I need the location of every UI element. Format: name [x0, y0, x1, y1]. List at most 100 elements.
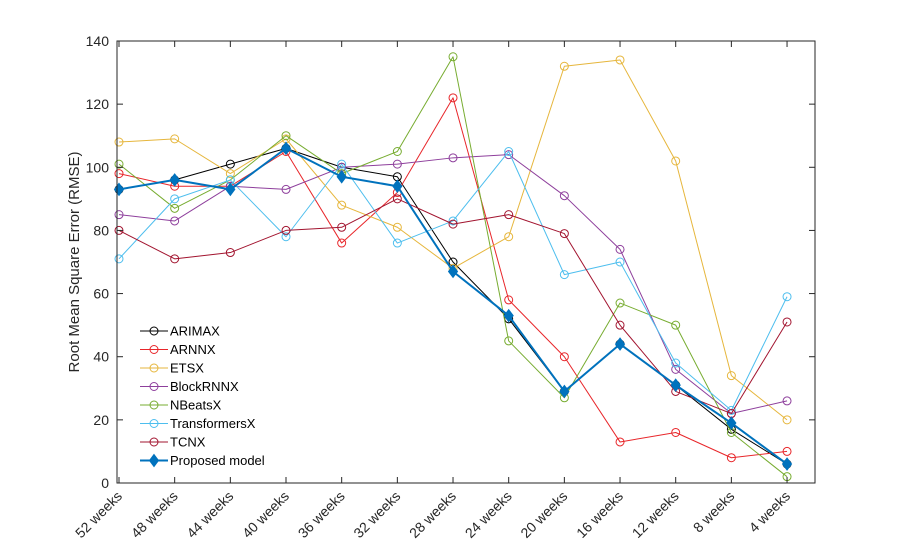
x-tick-label: 4 weeks	[746, 488, 794, 536]
data-point-nbeatsx	[504, 336, 514, 346]
data-point-proposed-model	[781, 457, 793, 471]
legend: ARIMAX ARNNX ETSX BlockRNNX NBeatsX Transform…	[140, 324, 265, 468]
data-point-proposed-model	[336, 169, 347, 184]
x-tick-label: 48 weeks	[128, 488, 181, 541]
data-point-transformersx	[782, 292, 792, 302]
data-point-proposed-model	[670, 378, 681, 392]
data-point-arnnx	[782, 446, 792, 456]
data-point-tcnx	[559, 229, 569, 239]
y-axis-label: Root Mean Square Error (RMSE)	[66, 152, 83, 373]
data-point-nbeatsx	[448, 52, 458, 62]
data-point-etsx	[225, 169, 235, 179]
y-tick-label: 20	[93, 412, 109, 428]
data-point-etsx	[671, 156, 681, 166]
legend-marker	[149, 345, 159, 354]
legend-item-arimax: ARIMAX	[140, 324, 220, 339]
data-point-proposed-model	[169, 173, 180, 187]
data-point-proposed-model	[280, 141, 292, 156]
data-point-blockrnnx	[615, 244, 625, 254]
x-tick-label: 24 weeks	[462, 488, 515, 541]
legend-marker	[149, 326, 159, 336]
legend-marker	[148, 453, 160, 468]
legend-item-blockrnnx: BlockRNNX	[140, 379, 239, 394]
legend-item-arnnx: ARNNX	[140, 342, 216, 357]
data-point-tcnx	[615, 320, 625, 330]
data-point-proposed-model	[559, 384, 570, 399]
data-point-tcnx	[504, 210, 514, 220]
data-point-etsx	[726, 371, 736, 381]
data-point-etsx	[392, 222, 402, 232]
data-point-arnnx	[448, 93, 458, 103]
data-point-etsx	[504, 232, 514, 242]
legend-item-nbeatsx: NBeatsX	[140, 398, 222, 413]
data-point-transformersx	[504, 147, 514, 156]
data-point-transformersx	[170, 194, 180, 204]
data-point-nbeatsx	[114, 159, 124, 169]
series-group	[113, 52, 793, 482]
data-point-proposed-model	[225, 182, 236, 197]
legend-item-proposed-model: Proposed model	[140, 453, 265, 468]
data-point-arnnx	[615, 437, 625, 447]
legend-marker	[149, 382, 159, 391]
data-point-blockrnnx	[392, 159, 402, 169]
data-point-arnnx	[114, 169, 124, 179]
data-point-nbeatsx	[392, 147, 402, 156]
data-point-transformersx	[671, 358, 681, 368]
data-point-etsx	[114, 137, 124, 147]
data-point-tcnx	[782, 317, 792, 327]
data-point-etsx	[615, 55, 625, 65]
x-tick-label: 28 weeks	[406, 488, 459, 541]
y-tick-label: 120	[86, 96, 110, 112]
data-point-etsx	[337, 200, 347, 210]
data-point-etsx	[782, 415, 792, 425]
legend-label: NBeatsX	[170, 398, 222, 413]
data-point-transformersx	[392, 238, 402, 248]
data-point-proposed-model	[726, 416, 737, 430]
legend-marker	[149, 419, 159, 428]
data-point-tcnx	[337, 222, 347, 232]
legend-label: Proposed model	[170, 453, 265, 468]
data-point-blockrnnx	[782, 396, 792, 406]
y-tick-label: 80	[93, 222, 109, 238]
data-point-blockrnnx	[671, 364, 681, 374]
data-point-blockrnnx	[504, 150, 514, 160]
data-point-transformersx	[448, 216, 458, 226]
legend-marker	[149, 400, 159, 410]
data-point-arnnx	[559, 352, 569, 362]
plot-area	[117, 41, 815, 483]
legend-marker	[149, 363, 159, 373]
legend-item-tcnx: TCNX	[140, 435, 206, 450]
data-point-tcnx	[281, 225, 291, 235]
x-tick-label: 40 weeks	[239, 488, 292, 541]
legend-label: TransformersX	[170, 416, 256, 431]
x-tick-label: 16 weeks	[573, 488, 626, 541]
legend-label: ARNNX	[170, 342, 216, 357]
data-point-transformersx	[337, 159, 347, 169]
data-point-transformersx	[281, 232, 291, 242]
data-point-tcnx	[225, 248, 235, 258]
data-point-arnnx	[671, 427, 681, 437]
data-point-blockrnnx	[114, 210, 124, 220]
axes-box	[116, 40, 816, 484]
data-point-etsx	[170, 134, 180, 144]
data-point-proposed-model	[614, 337, 626, 351]
series-line-transformersx	[118, 151, 788, 411]
x-tick-label: 20 weeks	[517, 488, 570, 541]
y-tick-label: 100	[86, 159, 110, 175]
data-point-etsx	[559, 61, 569, 71]
data-point-arnnx	[337, 238, 347, 248]
data-point-nbeatsx	[671, 320, 681, 330]
y-tick-label: 60	[93, 286, 109, 302]
data-point-transformersx	[114, 254, 124, 264]
series-transformersx	[114, 147, 792, 415]
y-tick-label: 0	[101, 475, 109, 491]
data-point-transformersx	[726, 405, 736, 415]
y-tick-label: 140	[86, 33, 110, 49]
data-point-tcnx	[170, 254, 180, 264]
data-point-blockrnnx	[559, 191, 569, 201]
data-point-proposed-model	[392, 179, 403, 194]
data-point-proposed-model	[503, 308, 514, 323]
x-tick-label: 32 weeks	[350, 488, 403, 541]
data-point-tcnx	[448, 219, 458, 229]
